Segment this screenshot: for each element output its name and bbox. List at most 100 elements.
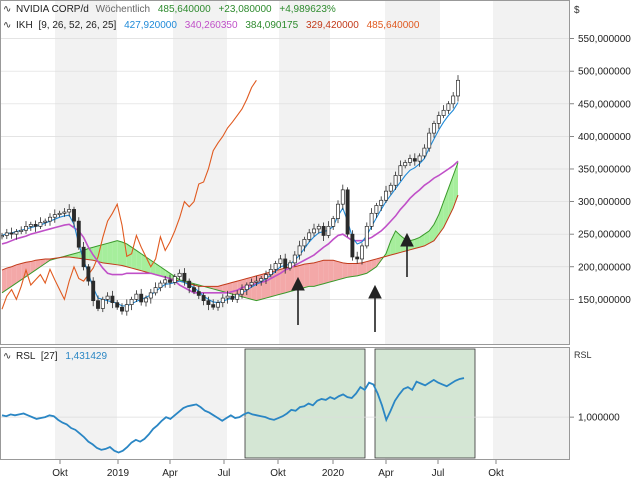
candle-up xyxy=(388,184,393,192)
candle-down xyxy=(206,300,211,305)
x-tick-label: Okt xyxy=(270,468,286,479)
cloud-segment-bearish xyxy=(304,263,310,288)
candle-down xyxy=(168,279,172,283)
cloud-segment-bullish xyxy=(146,256,151,274)
cloud-segment-bullish xyxy=(112,240,118,265)
candle-up xyxy=(417,155,422,162)
candle-up xyxy=(67,209,72,213)
candle-up xyxy=(427,132,432,149)
ikh-tenkan-value: 427,920000 xyxy=(124,20,177,31)
candle-up xyxy=(244,284,249,290)
period-band xyxy=(55,347,117,460)
candle-up xyxy=(24,226,28,231)
senkou-a-line xyxy=(1,162,459,302)
candle-up xyxy=(436,115,441,124)
main-pane-frame xyxy=(0,0,570,345)
chikou-line xyxy=(1,80,257,310)
main-legend: ∿ NVIDIA CORP/d Wöchentlich 485,640000 +… xyxy=(3,4,336,15)
candle-up xyxy=(408,158,412,163)
cloud-segment-bearish xyxy=(352,263,358,277)
x-tick-label: 2019 xyxy=(107,468,130,479)
candle-up xyxy=(220,297,225,303)
candle-up xyxy=(14,231,19,235)
candle-down xyxy=(211,304,216,308)
candle-down xyxy=(350,233,355,258)
candle-down xyxy=(182,272,187,282)
y-tick-label: 250,000000 xyxy=(578,230,631,241)
cloud-segment-bullish xyxy=(131,247,137,270)
cloud-segment-bearish xyxy=(6,266,12,290)
candle-down xyxy=(201,295,206,302)
candle-up xyxy=(326,226,331,236)
candle-up xyxy=(105,295,110,300)
candle-up xyxy=(316,226,321,230)
candle-up xyxy=(216,302,220,308)
candle-up xyxy=(422,147,427,157)
rsl-legend: ∿ RSL [27] 1,431429 xyxy=(3,351,107,362)
candle-down xyxy=(110,295,115,303)
cloud-segment-bearish xyxy=(30,260,36,274)
candle-up xyxy=(336,203,340,219)
cloud-segment-bullish xyxy=(141,253,146,272)
period-band xyxy=(385,0,440,345)
period-band xyxy=(55,0,117,345)
candle-up xyxy=(302,239,307,247)
candle-down xyxy=(81,246,86,268)
senkou-b-line xyxy=(1,194,459,287)
cloud-segment-bullish xyxy=(117,240,122,266)
candle-up xyxy=(52,214,57,218)
candle-up xyxy=(360,245,364,260)
svg-text:IKH [9, 26, 52, 26, 25]: IKH [9, 26, 52, 26, 25] 427,920000 340,2… xyxy=(16,20,420,31)
candle-up xyxy=(48,216,52,222)
candle-up xyxy=(134,293,139,300)
y-tick-label: 550,000000 xyxy=(578,34,631,45)
x-tick-label: Jul xyxy=(218,468,231,479)
rsl-highlight-box xyxy=(374,348,476,459)
candle-up xyxy=(273,263,278,270)
cloud-segment-bullish xyxy=(107,241,113,265)
cloud-segment-bearish xyxy=(318,260,324,286)
x-tick-label: 2020 xyxy=(322,468,345,479)
candle-down xyxy=(196,291,201,296)
legend-marker-icon: ∿ xyxy=(3,4,11,15)
cloud-segment-bullish xyxy=(424,230,430,246)
cloud-segment-bearish xyxy=(357,262,362,276)
candle-up xyxy=(129,299,134,305)
candle-up xyxy=(158,282,163,288)
candle-down xyxy=(345,189,350,235)
ikh-name: IKH xyxy=(16,20,33,31)
period-band xyxy=(173,347,227,460)
candle-down xyxy=(96,300,100,309)
cloud-segment-bearish xyxy=(314,261,319,287)
cloud-segment-bearish xyxy=(40,258,46,267)
candle-up xyxy=(379,199,384,206)
cloud-segment-bullish xyxy=(98,244,103,263)
rsl-axis: 1,000000 xyxy=(570,413,620,424)
candle-down xyxy=(33,224,38,227)
annotation-arrows xyxy=(291,232,414,332)
legend-marker-icon: ∿ xyxy=(3,20,11,31)
cloud-segment-bullish xyxy=(155,263,161,276)
cloud-segment-bearish xyxy=(280,268,286,295)
arrow-head xyxy=(368,284,382,299)
candle-up xyxy=(340,189,345,205)
price-change-percent: +4,989623% xyxy=(279,4,336,15)
candle-up xyxy=(432,122,436,134)
candle-up xyxy=(124,304,129,312)
y-tick-label: 350,000000 xyxy=(578,164,631,175)
cloud-segment-bullish xyxy=(165,270,170,279)
y-tick-label: 150,000000 xyxy=(578,295,631,306)
candle-up xyxy=(225,295,230,299)
candle-up xyxy=(254,280,259,283)
cloud-segment-bearish xyxy=(366,260,372,274)
candle-down xyxy=(86,266,91,282)
y-tick-label: 500,000000 xyxy=(578,67,631,78)
cloud-segment-bullish xyxy=(453,162,458,209)
arrow-head xyxy=(400,232,414,247)
candle-up xyxy=(403,162,408,167)
candle-up xyxy=(446,103,451,111)
rsl-params: [27] xyxy=(41,351,58,362)
candle-down xyxy=(412,158,417,162)
candle-down xyxy=(139,293,144,303)
candle-up xyxy=(172,276,177,283)
